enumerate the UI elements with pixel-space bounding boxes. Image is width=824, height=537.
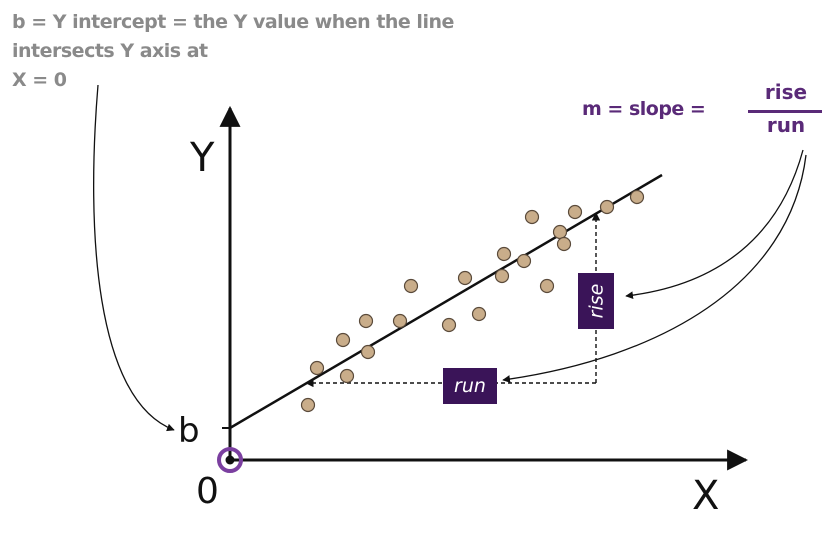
scatter-points xyxy=(300,189,645,413)
regression-line xyxy=(229,173,663,430)
data-point xyxy=(516,253,532,269)
intercept-note: b = Y intercept = the Y value when the l… xyxy=(12,8,492,95)
intercept-label: b xyxy=(178,411,200,451)
intercept-note-line-2: intersects Y axis at xyxy=(12,40,208,62)
data-point xyxy=(457,270,473,286)
rise-tag: rise xyxy=(578,273,614,329)
intercept-note-line-3: X = 0 xyxy=(12,69,67,91)
data-point xyxy=(552,224,568,240)
slope-numerator: rise xyxy=(764,80,808,104)
data-point xyxy=(556,236,572,252)
slope-to-rise-arrow xyxy=(625,149,804,300)
intercept-note-line-1: b = Y intercept = the Y value when the l… xyxy=(12,11,454,33)
data-point xyxy=(599,199,615,215)
data-point xyxy=(524,209,540,225)
data-point xyxy=(441,317,457,333)
origin-dot xyxy=(225,455,235,465)
rise-tag-label: rise xyxy=(585,283,607,319)
slope-to-run-arrow xyxy=(502,154,807,383)
data-point xyxy=(494,268,510,284)
run-tag-label: run xyxy=(454,375,486,397)
data-point xyxy=(539,278,555,294)
x-axis-label: X xyxy=(692,473,720,519)
y-axis-label: Y xyxy=(190,135,215,181)
data-point xyxy=(300,397,316,413)
data-point xyxy=(309,360,325,376)
fraction-bar xyxy=(748,110,822,113)
data-point xyxy=(392,313,408,329)
data-point xyxy=(360,344,376,360)
slope-denominator: run xyxy=(766,113,806,137)
origin-ring xyxy=(217,447,243,473)
origin-label: 0 xyxy=(196,471,219,512)
slope-label: m = slope = xyxy=(582,98,706,120)
data-point xyxy=(471,306,487,322)
intercept-arrow xyxy=(93,84,175,432)
data-point xyxy=(403,278,419,294)
data-point xyxy=(629,189,645,205)
data-point xyxy=(567,204,583,220)
data-point xyxy=(358,313,374,329)
data-point xyxy=(339,368,355,384)
data-point xyxy=(335,332,351,348)
data-point xyxy=(496,246,512,262)
run-tag: run xyxy=(443,368,497,404)
